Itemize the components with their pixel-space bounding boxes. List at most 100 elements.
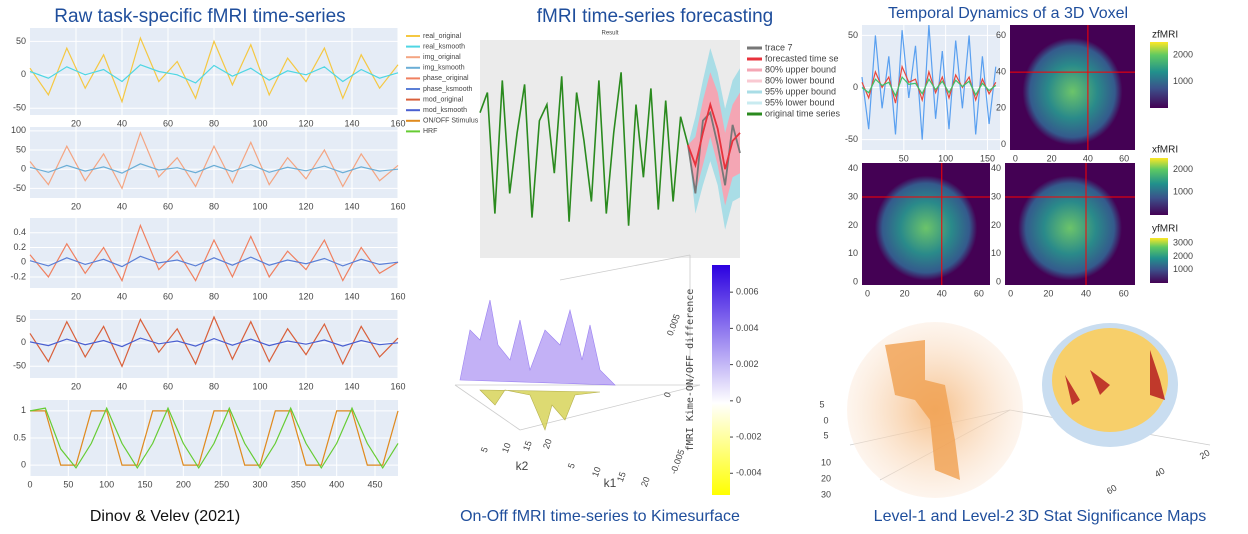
- x-tick-label: 40: [1083, 153, 1093, 163]
- x-tick-label: 100: [252, 118, 267, 128]
- legend-label: ON/OFF Stimulus: [423, 118, 479, 125]
- y-tick-label: 0.2: [13, 242, 26, 252]
- x-tick-label: 80: [209, 291, 219, 301]
- y-tick-label: 50: [16, 144, 26, 154]
- x-tick-label: 40: [117, 291, 127, 301]
- x-tick-label: 100: [99, 479, 114, 489]
- y-tick-label: 0.4: [13, 227, 26, 237]
- heading: fMRI time-series forecasting: [537, 6, 774, 27]
- caption: Dinov & Velev (2021): [90, 508, 240, 525]
- x-tick-label: 250: [214, 479, 229, 489]
- x-tick-label: 60: [1119, 153, 1129, 163]
- figure: Raw task-specific fMRI time-series fMRI …: [0, 0, 1248, 534]
- y-tick-label: 40: [996, 66, 1006, 76]
- y-tick-label: 0: [853, 277, 858, 287]
- z-tick-label: -0.005: [668, 448, 686, 475]
- x-tick-label: 60: [163, 381, 173, 391]
- x-tick-label: 15: [521, 439, 534, 452]
- y-tick-label: 10: [991, 248, 1001, 258]
- x-tick-label: 100: [252, 201, 267, 211]
- y-tick-label: 15: [615, 470, 628, 483]
- y-tick-label: 50: [16, 314, 26, 324]
- x-tick-label: 120: [298, 291, 313, 301]
- y-tick-label: 5: [819, 399, 824, 409]
- x-tick-label: 0: [865, 288, 870, 298]
- y-tick-label: 0: [21, 69, 26, 79]
- x-tick-label: 120: [298, 381, 313, 391]
- colorbar-tick-label: 2000: [1173, 251, 1193, 261]
- surface-decoration: [460, 300, 615, 385]
- colorbar-title: xfMRI: [1152, 145, 1178, 156]
- legend-label: trace 7: [765, 42, 793, 52]
- colorbar-tick-label: 0.002: [736, 359, 759, 369]
- x-tick-label: 40: [1153, 466, 1167, 480]
- heatmap-decoration: [1018, 176, 1122, 281]
- colorbar-tick-label: 2000: [1173, 164, 1193, 174]
- heading: Raw task-specific fMRI time-series: [54, 6, 345, 27]
- colorbar-tick-label: 0: [736, 395, 741, 405]
- x-tick-label: 60: [1119, 288, 1129, 298]
- y-tick-label: 20: [996, 103, 1006, 113]
- y-tick-label: 20: [639, 475, 652, 488]
- y-tick-label: 0: [1001, 139, 1006, 149]
- legend-label: HRF: [423, 128, 437, 135]
- x-tick-label: 20: [1198, 448, 1212, 462]
- y-tick-label: 0: [996, 277, 1001, 287]
- x-tick-label: 5: [479, 446, 490, 454]
- y-tick-label: 0: [21, 257, 26, 267]
- x-tick-label: 0: [1013, 153, 1018, 163]
- x-tick-label: 100: [252, 381, 267, 391]
- x-tick-label: 50: [63, 479, 73, 489]
- y-tick-label: 0.5: [13, 432, 26, 442]
- colorbar-tick-label: 0.006: [736, 287, 759, 297]
- x-tick-label: 300: [252, 479, 267, 489]
- axis-frame: [560, 255, 690, 280]
- legend-label: 80% upper bound: [765, 64, 836, 74]
- colorbar-tick-label: 1000: [1173, 76, 1193, 86]
- colorbar: [1150, 42, 1168, 108]
- colorbar-tick-label: 1000: [1173, 187, 1193, 197]
- y-tick-label: -0.2: [10, 271, 26, 281]
- x-tick-label: 40: [117, 201, 127, 211]
- x-tick-label: 40: [937, 288, 947, 298]
- x-tick-label: 120: [298, 201, 313, 211]
- heatmap-decoration: [1023, 38, 1123, 146]
- colorbar-tick-label: -0.004: [736, 468, 762, 478]
- axis-title: k2: [516, 459, 529, 473]
- x-tick-label: 60: [163, 291, 173, 301]
- y-tick-label: 20: [821, 473, 831, 483]
- x-tick-label: 150: [137, 479, 152, 489]
- y-tick-label: 50: [16, 36, 26, 46]
- y-tick-label: 40: [848, 163, 858, 173]
- y-tick-label: 10: [848, 248, 858, 258]
- x-tick-label: 160: [390, 201, 405, 211]
- x-tick-label: 20: [71, 291, 81, 301]
- caption: On-Off fMRI time-series to Kimesurface: [460, 508, 740, 525]
- y-tick-label: 0: [21, 460, 26, 470]
- x-tick-label: 10: [500, 441, 513, 454]
- axis-title: fMRI Kime-ON/OFF difference: [685, 289, 696, 452]
- colorbar-tick-label: 2000: [1173, 50, 1193, 60]
- heatmap-decoration: [875, 176, 977, 281]
- y-tick-label: 5: [566, 462, 577, 470]
- x-tick-label: 400: [329, 479, 344, 489]
- x-tick-label: 60: [163, 201, 173, 211]
- x-tick-label: 40: [1081, 288, 1091, 298]
- x-tick-label: 160: [390, 118, 405, 128]
- chart-title: Result: [601, 31, 618, 37]
- legend-label: forecasted time se: [765, 53, 839, 63]
- legend-label: original time series: [765, 108, 841, 118]
- x-tick-label: 0: [27, 479, 32, 489]
- y-tick-label: 0: [21, 337, 26, 347]
- x-tick-label: 140: [344, 381, 359, 391]
- x-tick-label: 200: [176, 479, 191, 489]
- x-tick-label: 20: [541, 437, 554, 450]
- x-tick-label: 150: [980, 153, 995, 163]
- x-tick-label: 40: [117, 118, 127, 128]
- heading: Temporal Dynamics of a 3D Voxel: [888, 5, 1128, 22]
- y-tick-label: 20: [848, 220, 858, 230]
- y-tick-label: -50: [845, 134, 858, 144]
- colorbar-tick-label: 0.004: [736, 323, 759, 333]
- x-tick-label: 60: [163, 118, 173, 128]
- y-tick-label: 100: [11, 125, 26, 135]
